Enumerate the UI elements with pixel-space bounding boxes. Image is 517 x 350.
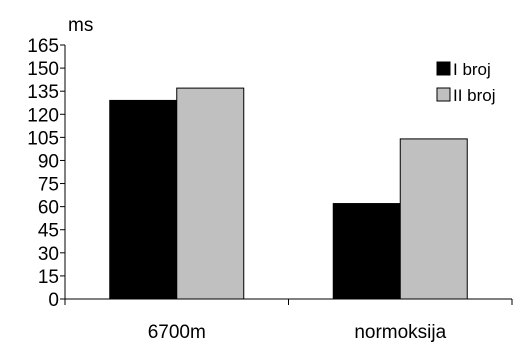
legend-label: I broj: [453, 60, 491, 79]
x-axis: 6700m normoksija: [64, 298, 513, 343]
legend-label: II broj: [453, 86, 496, 105]
legend: I broj II broj: [436, 60, 496, 105]
y-tick-label: 150: [27, 59, 59, 80]
bar: [109, 99, 178, 300]
y-tick-label: 0: [48, 290, 59, 311]
y-tick-label: 60: [38, 198, 59, 219]
y-tick-label: 15: [38, 267, 59, 288]
y-tick-label: 135: [27, 82, 59, 103]
legend-swatch: [436, 87, 451, 102]
y-tick-label: 30: [38, 244, 59, 265]
x-tick-label: 6700m: [148, 322, 206, 343]
y-axis-unit-label: ms: [68, 15, 93, 36]
y-tick-label: 45: [38, 221, 59, 242]
bar: [176, 87, 245, 300]
x-tick-label: normoksija: [354, 322, 446, 343]
y-tick-label: 165: [27, 36, 59, 57]
bar: [399, 138, 468, 300]
y-tick-label: 90: [38, 151, 59, 172]
y-tick-label: 120: [27, 105, 59, 126]
y-tick-label: 105: [27, 128, 59, 149]
bar: [332, 203, 401, 300]
y-tick-label: 75: [38, 175, 59, 196]
legend-swatch: [436, 61, 451, 76]
bars: [109, 87, 468, 300]
